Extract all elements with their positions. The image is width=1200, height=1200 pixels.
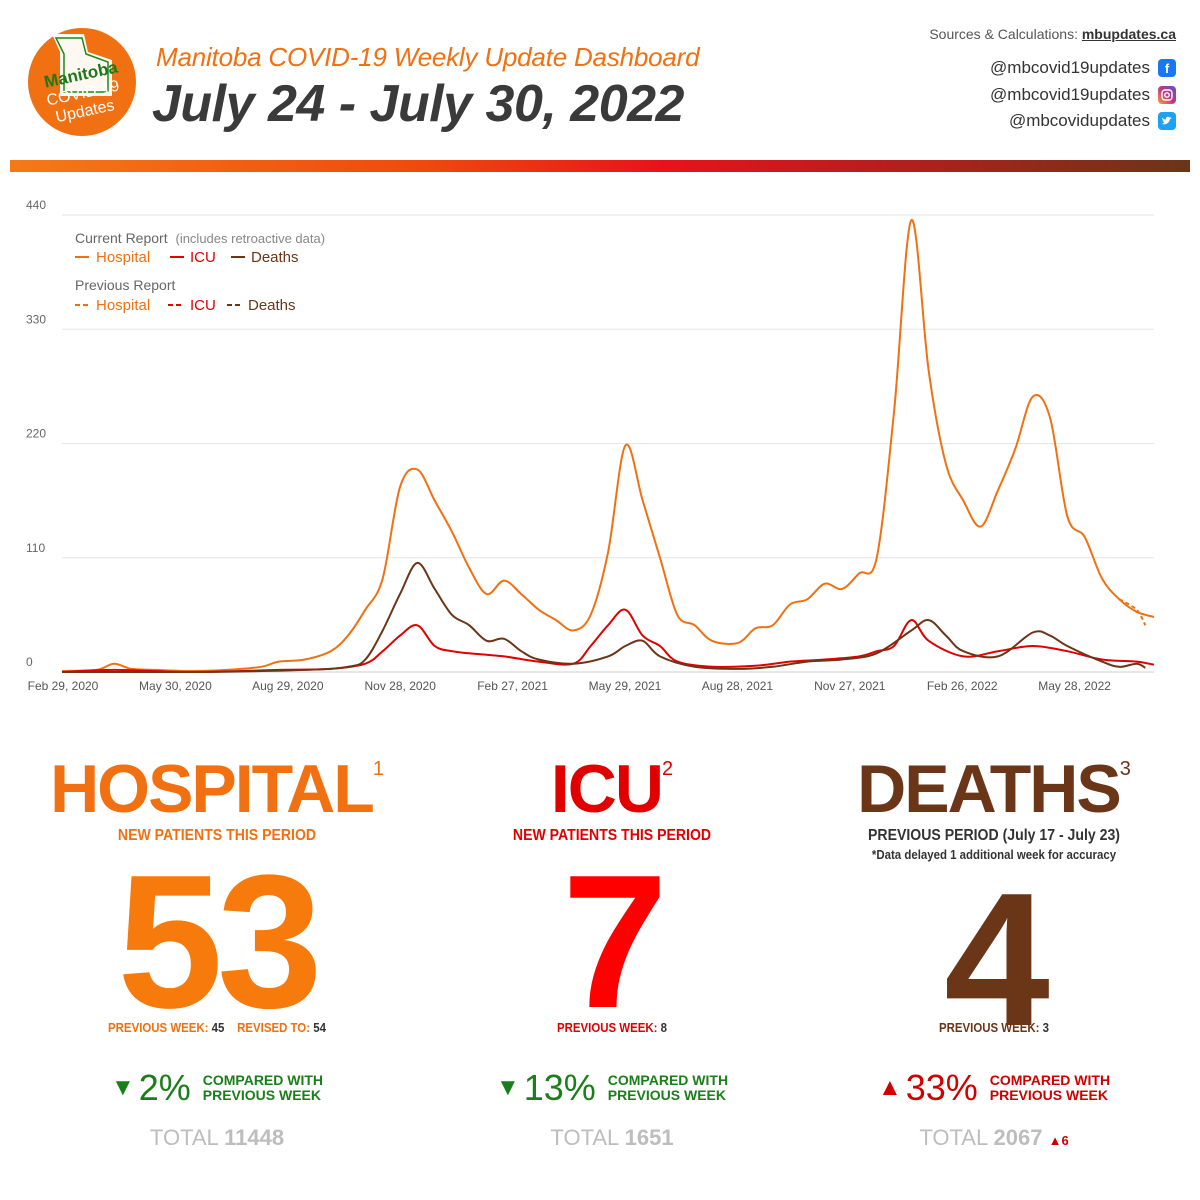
legend-current-title: Current Report (includes retroactive dat… <box>75 230 325 246</box>
x-tick-label: Feb 26, 2022 <box>927 679 998 693</box>
x-tick-label: Feb 27, 2021 <box>477 679 548 693</box>
line-chart: 0 110 220 330 440 Feb 29, 2020 May 30, 2020 Au… <box>26 198 1155 693</box>
x-tick-label: May 28, 2022 <box>1038 679 1111 693</box>
x-tick-label: May 30, 2020 <box>139 679 212 693</box>
up-arrow-icon: ▲ <box>877 1074 902 1101</box>
chart-legend: Current Report (includes retroactive dat… <box>75 230 325 314</box>
icu-value: 7 <box>562 836 668 1048</box>
y-tick-label: 110 <box>26 541 45 555</box>
icu-subheading: NEW PATIENTS THIS PERIOD <box>512 827 712 844</box>
hospital-compare-text: COMPARED WITH PREVIOUS WEEK <box>202 1072 324 1103</box>
x-tick-label: Aug 29, 2020 <box>252 679 324 693</box>
legend-prev-icu-label: ICU <box>190 297 216 314</box>
y-tick-label: 0 <box>26 655 33 669</box>
legend-hospital-label: Hospital <box>96 249 150 266</box>
hospital-heading: HOSPITAL1 <box>50 751 384 827</box>
sources-link[interactable]: mbupdates.ca <box>1081 26 1176 42</box>
page-title: July 24 - July 30, 2022 <box>152 75 684 133</box>
deaths-note: *Data delayed 1 additional week for accu… <box>871 847 1117 862</box>
hospital-total: TOTAL 11448 <box>149 1125 285 1150</box>
series-hospital-solid <box>61 219 1155 672</box>
down-arrow-icon: ▼ <box>110 1074 135 1101</box>
deaths-heading: DEATHS3 <box>857 751 1131 827</box>
series-deaths-solid <box>61 561 1146 673</box>
icu-previous: PREVIOUS WEEK: 8 <box>557 1020 667 1035</box>
y-tick-label: 220 <box>26 427 46 441</box>
logo: Manitoba COVID-19 Updates <box>26 26 138 138</box>
icu-heading: ICU2 <box>550 751 674 827</box>
icu-total: TOTAL 1651 <box>550 1125 674 1150</box>
x-tick-label: Aug 28, 2021 <box>702 679 774 693</box>
manitoba-outline <box>54 37 109 93</box>
deaths-total-delta: ▲6 <box>1048 1133 1069 1148</box>
manitoba-shape <box>52 34 112 96</box>
x-tick-label: Feb 29, 2020 <box>28 679 99 693</box>
deaths-total: TOTAL 2067 ▲6 <box>919 1125 1069 1150</box>
hospital-previous: PREVIOUS WEEK: 45 REVISED TO: 54 <box>108 1020 326 1035</box>
x-tick-label: Nov 27, 2021 <box>814 679 886 693</box>
deaths-subheading: PREVIOUS PERIOD (July 17 - July 23) <box>868 827 1120 844</box>
hospital-change: ▼ 2% COMPARED WITH PREVIOUS WEEK <box>27 1067 407 1109</box>
legend-prev-deaths-label: Deaths <box>248 297 296 314</box>
header-divider <box>10 160 1190 172</box>
twitter-icon[interactable] <box>1158 112 1176 130</box>
hospital-change-pct: 2% <box>138 1067 191 1108</box>
y-axis-ticks: 0 110 220 330 440 <box>26 198 46 669</box>
deaths-change: ▲ 33% COMPARED WITH PREVIOUS WEEK <box>804 1067 1184 1109</box>
hospital-value: 53 <box>117 836 322 1048</box>
facebook-handle[interactable]: @mbcovid19updates <box>990 58 1150 77</box>
instagram-icon[interactable] <box>1158 86 1176 104</box>
sources-line: Sources & Calculations: mbupdates.ca <box>929 26 1176 42</box>
social-facebook[interactable]: @mbcovid19updates f <box>990 58 1176 78</box>
instagram-handle[interactable]: @mbcovid19updates <box>990 85 1150 104</box>
icu-stat: ICU2 NEW PATIENTS THIS PERIOD 7 PREVIOUS… <box>422 751 802 1150</box>
social-instagram[interactable]: @mbcovid19updates <box>990 85 1176 105</box>
chart-series <box>61 219 1155 673</box>
icu-change-pct: 13% <box>523 1067 596 1108</box>
dashboard-subtitle: Manitoba COVID-19 Weekly Update Dashboar… <box>156 42 700 72</box>
legend-prev-hospital-label: Hospital <box>96 297 150 314</box>
down-arrow-icon: ▼ <box>495 1074 520 1101</box>
facebook-icon[interactable]: f <box>1158 59 1176 77</box>
chart-grid <box>62 214 1154 673</box>
y-tick-label: 330 <box>26 312 46 326</box>
twitter-handle[interactable]: @mbcovidupdates <box>1008 111 1150 130</box>
deaths-value: 4 <box>944 854 1050 1066</box>
deaths-compare-text: COMPARED WITH PREVIOUS WEEK <box>989 1072 1111 1103</box>
deaths-previous: PREVIOUS WEEK: 3 <box>939 1020 1049 1035</box>
deaths-stat: DEATHS3 PREVIOUS PERIOD (July 17 - July … <box>804 751 1184 1150</box>
icu-compare-text: COMPARED WITH PREVIOUS WEEK <box>607 1072 729 1103</box>
hospital-subheading: NEW PATIENTS THIS PERIOD <box>117 827 317 844</box>
sources-label: Sources & Calculations: <box>929 26 1078 42</box>
y-tick-label: 440 <box>26 198 46 212</box>
series-icu-solid <box>61 608 1155 673</box>
icu-change: ▼ 13% COMPARED WITH PREVIOUS WEEK <box>422 1067 802 1109</box>
legend-icu-label: ICU <box>190 249 216 266</box>
legend-deaths-label: Deaths <box>251 249 299 266</box>
hospital-stat: HOSPITAL1 NEW PATIENTS THIS PERIOD 53 PR… <box>27 751 407 1150</box>
x-tick-label: Nov 28, 2020 <box>365 679 437 693</box>
social-twitter[interactable]: @mbcovidupdates <box>1009 111 1176 131</box>
deaths-change-pct: 33% <box>905 1067 978 1108</box>
x-tick-label: May 29, 2021 <box>589 679 662 693</box>
x-axis-ticks: Feb 29, 2020 May 30, 2020 Aug 29, 2020 Nov … <box>28 679 1112 693</box>
legend-previous-title: Previous Report <box>75 277 175 293</box>
